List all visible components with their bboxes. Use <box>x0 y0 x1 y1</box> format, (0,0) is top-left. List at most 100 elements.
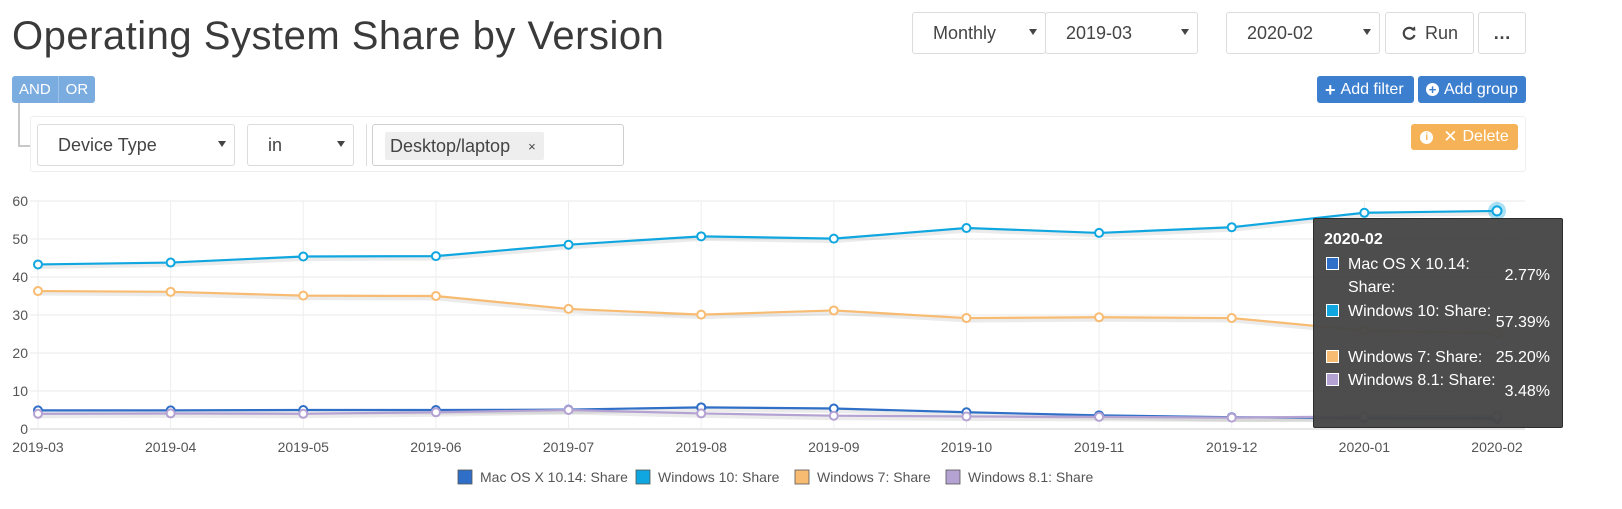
data-point <box>430 251 441 262</box>
x-tick-label: 2019-08 <box>675 439 727 455</box>
filter-operator-value: in <box>268 134 283 155</box>
tooltip-swatch <box>1326 257 1339 270</box>
legend-item: Windows 8.1: Share <box>968 469 1093 485</box>
x-tick-label: 2019-05 <box>278 439 330 455</box>
x-tick-label: 2019-03 <box>12 439 64 455</box>
data-point <box>298 408 309 419</box>
info-icon: i <box>1420 130 1434 144</box>
chevron-down-icon <box>337 141 345 147</box>
filter-value-tag: Desktop/laptop × <box>385 132 544 160</box>
add-filter-label: Add filter <box>1340 80 1404 98</box>
period-select[interactable]: Monthly <box>912 12 1046 54</box>
series-line <box>37 209 1498 266</box>
y-tick-label: 20 <box>12 345 28 361</box>
data-point <box>33 259 43 270</box>
tooltip-row: Windows 10: Share: 57.39% <box>1324 300 1552 347</box>
tooltip-row-label: Windows 10: Share: <box>1348 302 1492 320</box>
y-tick-label: 40 <box>12 269 28 285</box>
filter-value-tag-label: Desktop/laptop <box>390 135 511 156</box>
tooltip-swatch <box>1326 373 1339 386</box>
chevron-down-icon <box>1363 29 1371 35</box>
legend-item: Windows 7: Share <box>817 469 931 485</box>
series-shadow <box>39 406 1499 423</box>
add-group-button[interactable]: + Add group <box>1418 76 1526 103</box>
from-date-value: 2019-03 <box>1066 22 1133 43</box>
y-tick-label: 60 <box>12 193 28 209</box>
data-point <box>33 286 43 297</box>
tooltip-swatch <box>1326 303 1339 317</box>
remove-tag-icon[interactable]: × <box>528 138 536 154</box>
x-tick-label: 2019-07 <box>543 439 595 455</box>
to-date-select[interactable]: 2020-02 <box>1226 12 1380 54</box>
x-tick-label: 2019-09 <box>808 439 860 455</box>
plus-circle-icon: + <box>1426 83 1439 96</box>
data-point <box>696 408 707 419</box>
data-point <box>1094 411 1105 422</box>
tooltip-row-value: 2.77% <box>1504 267 1550 284</box>
data-point <box>563 303 574 314</box>
x-axis: 2019-03 2019-04 2019-05 2019-06 2019-07 2019-… <box>12 439 1523 455</box>
tooltip-row-label: Windows 8.1: Share: <box>1348 372 1496 389</box>
data-point <box>828 233 839 244</box>
data-point <box>298 251 309 262</box>
delete-label: Delete <box>1462 128 1509 145</box>
filter-value-input[interactable]: Desktop/laptop × <box>372 124 624 166</box>
add-group-label: Add group <box>1444 80 1518 98</box>
chart-series <box>33 201 1506 424</box>
series-shadow <box>38 409 1499 423</box>
delete-filter-button[interactable]: i ✕ Delete <box>1411 124 1518 150</box>
tooltip-row: Windows 7: Share: 25.20% <box>1324 346 1552 369</box>
run-button[interactable]: Run <box>1385 12 1474 54</box>
x-tick-label: 2020-02 <box>1471 439 1523 455</box>
plus-icon: + <box>1325 79 1336 100</box>
add-filter-button[interactable]: + Add filter <box>1317 76 1414 103</box>
period-select-value: Monthly <box>933 22 997 43</box>
tooltip-title: 2020-02 <box>1324 231 1383 248</box>
filter-operator-select[interactable]: in <box>247 124 354 166</box>
data-point <box>961 313 972 324</box>
data-point <box>696 309 707 320</box>
x-tick-label: 2019-10 <box>941 439 993 455</box>
data-point <box>165 257 176 268</box>
chevron-down-icon <box>218 141 226 147</box>
tooltip-row-label: Windows 7: Share: <box>1348 349 1483 366</box>
x-tick-label: 2019-12 <box>1206 439 1258 455</box>
data-point <box>961 411 972 422</box>
or-button[interactable]: OR <box>57 76 96 103</box>
data-point <box>828 410 839 421</box>
data-point <box>563 405 574 415</box>
and-button[interactable]: AND <box>19 81 51 98</box>
y-tick-label: 50 <box>12 231 28 247</box>
chevron-down-icon <box>1029 29 1037 35</box>
data-point <box>1094 227 1105 238</box>
legend-item: Windows 10: Share <box>658 469 780 485</box>
data-point <box>33 408 43 419</box>
data-point <box>1094 312 1105 323</box>
filter-field-select[interactable]: Device Type <box>37 124 235 166</box>
legend-item: Mac OS X 10.14: Share <box>480 469 628 485</box>
more-options-button[interactable]: … <box>1478 12 1526 54</box>
tooltip-row-value: 25.20% <box>1495 349 1550 366</box>
filter-divider <box>366 124 367 166</box>
series-shadow <box>38 290 1499 338</box>
filter-field-value: Device Type <box>58 134 157 155</box>
x-tick-label: 2020-01 <box>1339 439 1391 455</box>
chevron-down-icon <box>1181 29 1189 35</box>
data-point <box>430 407 441 418</box>
data-point <box>563 239 574 250</box>
x-tick-label: 2019-04 <box>145 439 197 455</box>
from-date-select[interactable]: 2019-03 <box>1045 12 1198 54</box>
legend-swatch <box>945 469 961 485</box>
x-tick-label: 2019-06 <box>410 439 462 455</box>
tooltip-row-label: Mac OS X 10.14: Share: <box>1348 256 1470 296</box>
legend-swatch <box>457 469 473 485</box>
tooltip-row: Mac OS X 10.14: Share: 2.77% <box>1324 253 1552 300</box>
data-point <box>1226 313 1237 324</box>
chart-tooltip: 2020-02 Mac OS X 10.14: Share: 2.77% Win… <box>1313 218 1563 428</box>
data-point <box>165 408 176 419</box>
series-shadow <box>38 210 1499 269</box>
data-point <box>1359 207 1370 218</box>
data-point <box>1226 222 1237 233</box>
y-tick-label: 30 <box>12 307 28 323</box>
y-tick-label: 0 <box>20 421 28 437</box>
